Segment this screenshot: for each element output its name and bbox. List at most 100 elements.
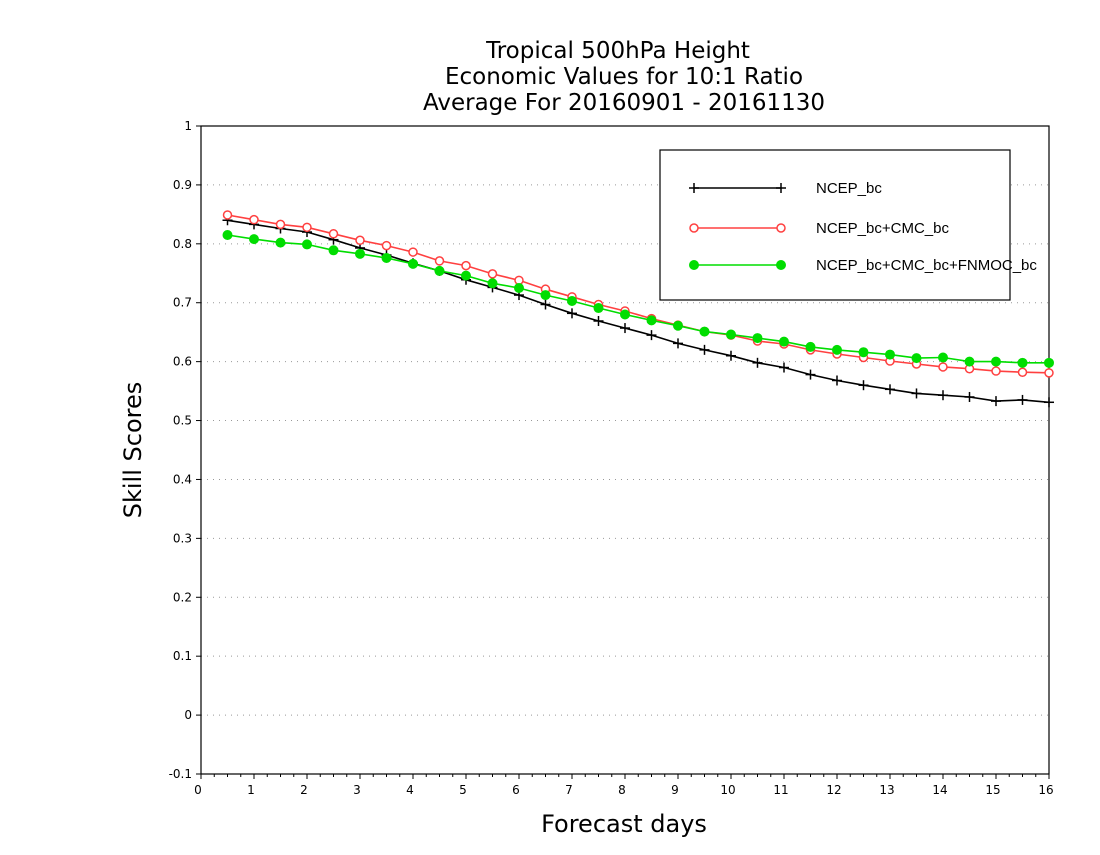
y-axis-title: Skill Scores xyxy=(119,382,147,519)
y-tick-label: 0.3 xyxy=(173,531,192,545)
data-point-ncep-bc-cmc-bc xyxy=(487,269,498,279)
data-point-ncep-bc xyxy=(779,362,789,373)
data-point-ncep-bc-cmc-bc xyxy=(461,260,471,271)
x-tick-label: 5 xyxy=(459,783,467,797)
y-tick-label: 0.8 xyxy=(173,237,192,251)
data-point-ncep-bc-cmc-bc-fnmoc-bc xyxy=(408,258,418,269)
data-point-ncep-bc-cmc-bc xyxy=(408,247,418,257)
data-point-ncep-bc xyxy=(620,323,630,334)
data-point-ncep-bc-cmc-bc-fnmoc-bc xyxy=(646,315,657,326)
legend-item-ncep-bc-cmc-bc-fnmoc-bc: NCEP_bc+CMC_bc+FNMOC_bc xyxy=(689,257,1037,274)
data-point-ncep-bc xyxy=(593,315,604,326)
data-point-ncep-bc-cmc-bc xyxy=(1017,367,1028,377)
data-point-ncep-bc xyxy=(858,380,869,391)
data-point-ncep-bc-cmc-bc-fnmoc-bc xyxy=(858,347,869,358)
data-point-ncep-bc-cmc-bc-fnmoc-bc xyxy=(249,234,259,245)
data-point-ncep-bc xyxy=(673,338,683,349)
data-point-ncep-bc-cmc-bc-fnmoc-bc xyxy=(222,229,233,240)
data-point-ncep-bc xyxy=(567,308,577,319)
x-tick-label: 13 xyxy=(879,783,894,797)
data-point-ncep-bc-cmc-bc-fnmoc-bc xyxy=(514,283,524,293)
data-point-ncep-bc-cmc-bc-fnmoc-bc xyxy=(1044,357,1054,368)
data-point-ncep-bc xyxy=(540,299,551,310)
x-tick-label: 4 xyxy=(406,783,414,797)
chart-title-line-3: Average For 20160901 - 20161130 xyxy=(423,90,825,116)
data-point-ncep-bc xyxy=(752,357,763,368)
data-point-ncep-bc-cmc-bc-fnmoc-bc xyxy=(991,356,1001,367)
data-point-ncep-bc-cmc-bc-fnmoc-bc xyxy=(779,336,789,347)
data-point-ncep-bc-cmc-bc-fnmoc-bc xyxy=(567,295,577,306)
legend-marker xyxy=(689,260,699,270)
x-tick-label: 0 xyxy=(194,783,202,797)
legend-marker xyxy=(776,260,786,270)
data-point-ncep-bc-cmc-bc-fnmoc-bc xyxy=(1017,357,1028,368)
data-point-ncep-bc-cmc-bc-fnmoc-bc xyxy=(673,320,683,331)
y-tick-label: 0.6 xyxy=(173,355,192,369)
data-point-ncep-bc xyxy=(911,388,922,399)
data-point-ncep-bc-cmc-bc xyxy=(249,214,259,225)
legend-label: NCEP_bc+CMC_bc xyxy=(816,220,949,237)
y-tick-label: 1 xyxy=(184,119,192,133)
data-point-ncep-bc xyxy=(646,330,657,341)
data-point-ncep-bc-cmc-bc xyxy=(381,240,392,251)
y-tick-label: 0.1 xyxy=(173,649,192,663)
data-point-ncep-bc-cmc-bc-fnmoc-bc xyxy=(726,329,736,340)
y-tick-label: 0.9 xyxy=(173,178,192,192)
data-point-ncep-bc-cmc-bc xyxy=(938,362,948,372)
data-point-ncep-bc xyxy=(699,344,710,355)
data-point-ncep-bc xyxy=(1017,394,1028,405)
chart-title-line-1: Tropical 500hPa Height xyxy=(485,38,750,64)
legend-marker xyxy=(776,183,786,193)
data-point-ncep-bc-cmc-bc xyxy=(328,229,339,239)
data-point-ncep-bc xyxy=(991,396,1001,407)
data-point-ncep-bc-cmc-bc-fnmoc-bc xyxy=(620,309,630,320)
data-point-ncep-bc xyxy=(832,375,842,386)
data-point-ncep-bc-cmc-bc-fnmoc-bc xyxy=(938,352,948,363)
data-point-ncep-bc-cmc-bc-fnmoc-bc xyxy=(752,333,763,344)
data-point-ncep-bc-cmc-bc-fnmoc-bc xyxy=(434,265,445,276)
data-point-ncep-bc xyxy=(726,350,736,361)
data-point-ncep-bc-cmc-bc xyxy=(302,222,312,233)
x-tick-label: 9 xyxy=(671,783,679,797)
legend-item-ncep-bc: NCEP_bc xyxy=(689,180,882,197)
data-point-ncep-bc-cmc-bc xyxy=(1044,368,1054,378)
data-point-ncep-bc xyxy=(964,391,975,402)
legend-box xyxy=(659,149,1011,301)
data-point-ncep-bc-cmc-bc-fnmoc-bc xyxy=(381,252,392,263)
legend-marker xyxy=(689,223,699,233)
y-tick-label: 0.7 xyxy=(173,296,192,310)
data-point-ncep-bc-cmc-bc xyxy=(434,256,445,266)
data-point-ncep-bc-cmc-bc xyxy=(991,366,1001,376)
data-point-ncep-bc xyxy=(1044,397,1054,408)
data-point-ncep-bc-cmc-bc xyxy=(355,235,365,246)
data-point-ncep-bc-cmc-bc-fnmoc-bc xyxy=(885,349,895,360)
series-ncep-bc-cmc-bc-fnmoc-bc xyxy=(222,229,1054,368)
series-lines xyxy=(222,210,1054,408)
data-point-ncep-bc xyxy=(938,390,948,401)
x-tick-label: 8 xyxy=(618,783,626,797)
data-point-ncep-bc-cmc-bc-fnmoc-bc xyxy=(911,353,922,364)
data-point-ncep-bc-cmc-bc xyxy=(275,219,286,230)
x-tick-label: 14 xyxy=(932,783,947,797)
data-point-ncep-bc-cmc-bc-fnmoc-bc xyxy=(805,341,816,352)
axis-ticks: -0.100.10.20.30.40.50.60.70.80.910 1 2 3 4 5 6… xyxy=(169,119,1054,797)
x-tick-label: 12 xyxy=(826,783,841,797)
legend-label: NCEP_bc+CMC_bc+FNMOC_bc xyxy=(816,257,1037,274)
x-tick-label: 11 xyxy=(773,783,788,797)
x-tick-label: 1 xyxy=(247,783,255,797)
legend: NCEP_bc NCEP_bc+CMC_bc NCEP_bc+CMC_bc+FNMO… xyxy=(659,149,1037,301)
data-point-ncep-bc-cmc-bc xyxy=(222,210,233,220)
data-point-ncep-bc-cmc-bc-fnmoc-bc xyxy=(832,344,842,355)
x-tick-label: 16 xyxy=(1038,783,1053,797)
data-point-ncep-bc-cmc-bc-fnmoc-bc xyxy=(275,237,286,248)
x-tick-label: 3 xyxy=(353,783,361,797)
y-tick-label: -0.1 xyxy=(169,767,192,781)
data-point-ncep-bc xyxy=(805,369,816,380)
data-point-ncep-bc-cmc-bc-fnmoc-bc xyxy=(964,356,975,367)
legend-marker xyxy=(689,183,699,193)
y-tick-label: 0.2 xyxy=(173,590,192,604)
y-tick-label: 0 xyxy=(184,708,192,722)
x-tick-label: 2 xyxy=(300,783,308,797)
